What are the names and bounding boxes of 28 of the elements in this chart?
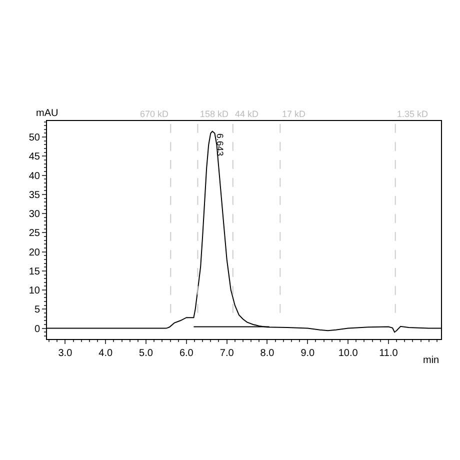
y-tick-label: 5 [34,304,40,316]
x-tick-label: 4.0 [98,348,113,359]
x-tick-label: 7.0 [220,348,234,359]
y-tick-label: 10 [28,286,40,297]
x-tick-label: 8.0 [260,348,275,359]
ref-line-label: 158 kD [200,109,230,119]
ref-line-label: 17 kD [282,109,306,119]
y-tick-label: 30 [28,209,40,220]
y-axis-title: mAU [36,108,58,119]
x-axis-title: min [423,355,440,366]
x-tick-label: 11.0 [379,348,398,359]
ref-line-label: 670 kD [140,109,170,119]
y-tick-label: 40 [28,170,40,182]
ref-line-label: 1.35 kD [397,109,429,119]
y-tick-label: 35 [28,190,40,201]
y-tick-label: 20 [28,247,40,258]
x-tick-label: 10.0 [338,348,358,359]
y-tick-label: 25 [28,228,40,240]
x-tick-label: 5.0 [139,348,154,359]
y-tick-label: 45 [28,152,40,163]
y-tick-label: 50 [28,132,40,144]
y-tick-label: 15 [28,266,40,278]
annotation: 6.643 [215,133,226,156]
x-tick-label: 6.0 [179,348,194,359]
y-tick-label: 0 [34,324,40,335]
ref-line-label: 44 kD [235,109,260,119]
x-tick-label: 9.0 [300,348,316,359]
x-tick-label: 3.0 [58,348,73,359]
